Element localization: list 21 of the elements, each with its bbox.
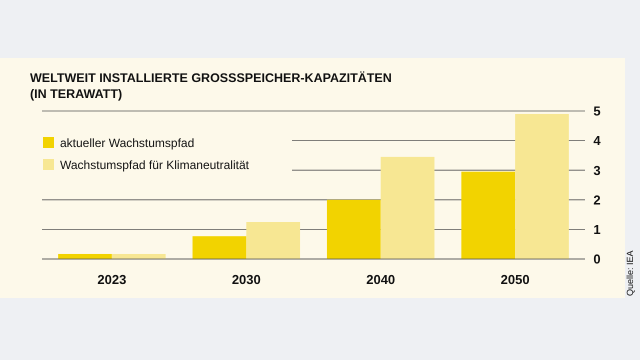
y-tick-label: 5 xyxy=(593,104,601,119)
bar xyxy=(326,200,381,259)
source-note: Quelle: IEA xyxy=(625,250,635,296)
y-tick-label: 4 xyxy=(593,133,602,148)
legend-label: aktueller Wachstumspfad xyxy=(60,136,194,150)
x-tick-label: 2030 xyxy=(232,272,261,287)
bar xyxy=(246,222,300,259)
y-tick-label: 3 xyxy=(593,162,601,178)
y-tick-label: 2 xyxy=(593,192,601,208)
x-tick-label: 2050 xyxy=(500,272,530,287)
y-tick-label: 0 xyxy=(593,252,601,267)
bar xyxy=(58,254,112,259)
x-tick-label: 2023 xyxy=(97,272,126,287)
legend-label: Wachstumspfad für Klimaneutralität xyxy=(60,158,250,172)
x-tick-label: 2040 xyxy=(366,272,396,287)
bar xyxy=(380,156,434,259)
y-tick-label: 1 xyxy=(593,222,601,237)
bar xyxy=(515,114,569,259)
bar xyxy=(192,236,246,259)
bar xyxy=(461,172,516,259)
chart-title: WELTWEIT INSTALLIERTE GROSSSPEICHER-KAPAZITÄTEN (IN TERAWATT) xyxy=(30,71,392,101)
